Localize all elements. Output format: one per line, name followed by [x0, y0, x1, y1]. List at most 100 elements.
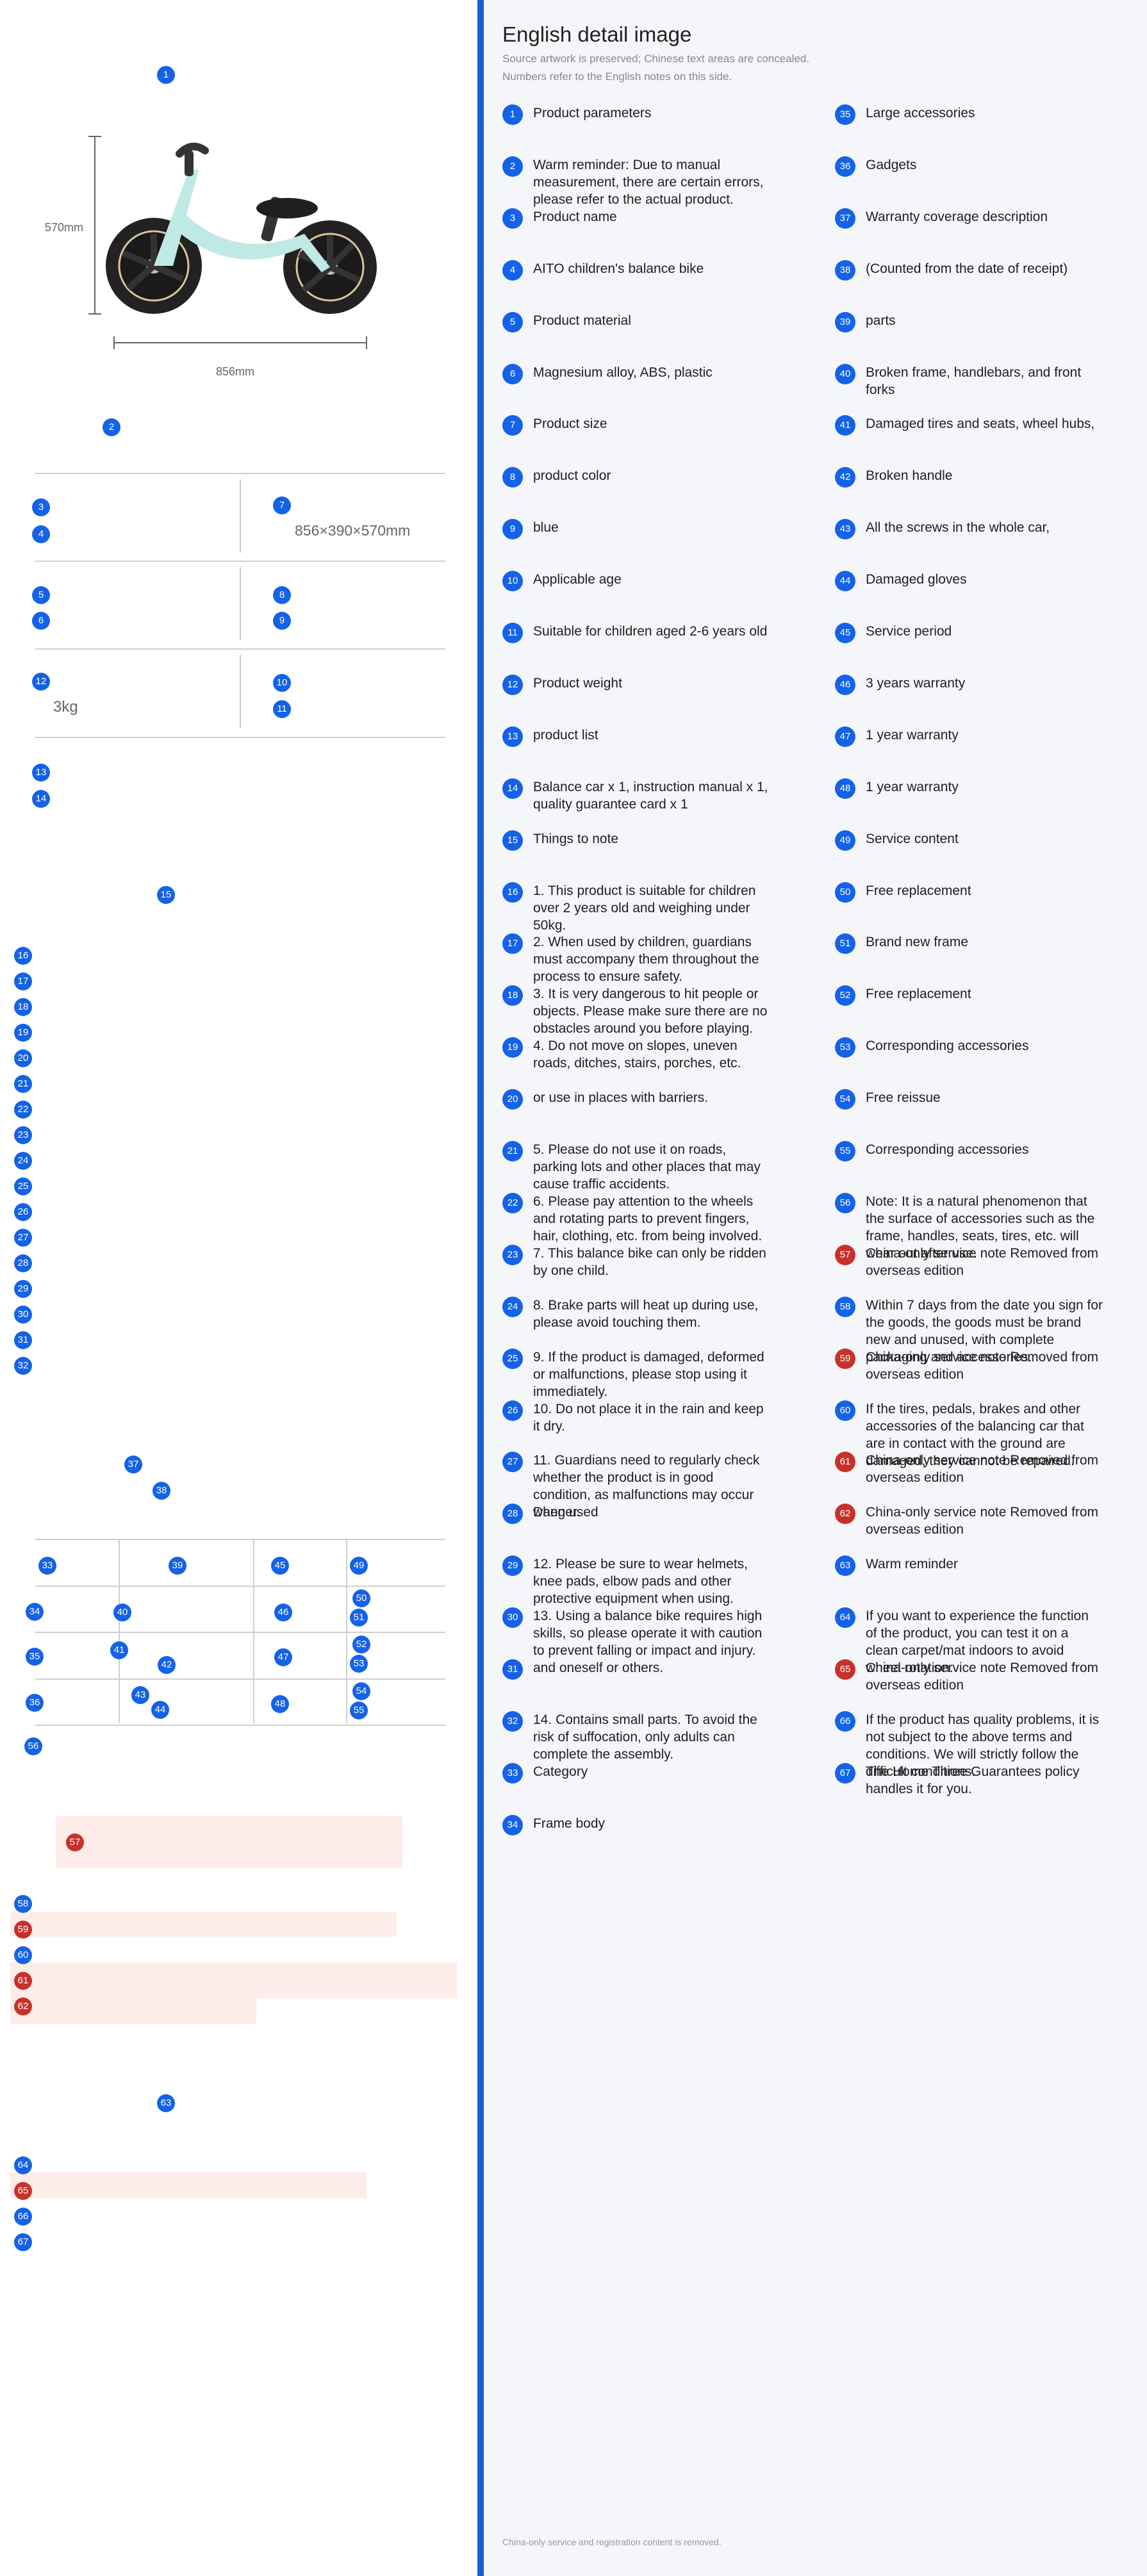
table-line [35, 561, 445, 562]
marker-badge: 16 [14, 947, 32, 965]
note-item: 23 7. This balance bike can only be ridde… [502, 1244, 770, 1279]
note-number-badge: 13 [502, 726, 523, 747]
note-number-badge: 56 [835, 1192, 855, 1213]
note-number-badge: 14 [502, 778, 523, 799]
note-number-badge: 37 [835, 208, 855, 229]
note-text: The Home Three Guarantees policy handles… [866, 1764, 1080, 1796]
note-text: 1 year warranty [866, 779, 959, 794]
note-item: 56 Note: It is a natural phenomenon that … [835, 1192, 1103, 1262]
note-text: Corresponding accessories [866, 1142, 1029, 1157]
note-item: 45 Service period [835, 623, 1103, 643]
note-number-badge: 67 [835, 1762, 855, 1784]
note-number-badge: 64 [835, 1607, 855, 1628]
note-item: 10 Applicable age [502, 571, 770, 592]
table-line [35, 1632, 445, 1633]
note-item: 54 Free reissue [835, 1089, 1103, 1110]
note-text: Applicable age [533, 572, 622, 587]
note-text: 2. When used by children, guardians must… [533, 935, 759, 985]
note-number-badge: 41 [835, 415, 855, 436]
note-item: 57 China-only service note Removed from o… [835, 1244, 1103, 1279]
note-text: Product parameters [533, 106, 652, 120]
note-number-badge: 7 [502, 415, 523, 436]
table-line [240, 567, 241, 641]
note-item: 11 Suitable for children aged 2-6 years o… [502, 623, 770, 643]
marker-badge: 4 [32, 525, 50, 543]
note-item: 41 Damaged tires and seats, wheel hubs, [835, 415, 1103, 436]
note-text: Warranty coverage description [866, 209, 1048, 224]
note-number-badge: 24 [502, 1296, 523, 1317]
note-number-badge: 23 [502, 1244, 523, 1265]
marker-badge: 20 [14, 1049, 32, 1067]
page-subtitle: Source artwork is preserved; Chinese tex… [502, 53, 810, 65]
note-text: Category [533, 1764, 588, 1779]
marker-badge: 55 [350, 1702, 368, 1719]
note-number-badge: 53 [835, 1037, 855, 1058]
marker-badge: 17 [14, 972, 32, 990]
note-text: China-only service note Removed from ove… [866, 1349, 1098, 1382]
note-text: and oneself or others. [533, 1661, 664, 1675]
note-number-badge: 39 [835, 311, 855, 332]
height-dimension-label: 570mm [45, 221, 84, 234]
table-line [346, 1540, 347, 1723]
note-item: 67 The Home Three Guarantees policy handl… [835, 1762, 1103, 1798]
marker-badge: 19 [14, 1024, 32, 1042]
note-number-badge: 61 [835, 1452, 855, 1473]
note-text: 13. Using a balance bike requires high s… [533, 1609, 763, 1659]
note-number-badge: 15 [502, 830, 523, 851]
marker-badge: 11 [273, 700, 291, 718]
note-number-badge: 66 [835, 1710, 855, 1732]
note-number-badge: 29 [502, 1555, 523, 1577]
note-item: 47 1 year warranty [835, 726, 1103, 747]
note-number-badge: 58 [835, 1296, 855, 1317]
note-item: 19 4. Do not move on slopes, uneven roads… [502, 1037, 770, 1072]
marker-badge: 38 [153, 1482, 170, 1500]
note-item: 22 6. Please pay attention to the wheels … [502, 1192, 770, 1245]
marker-badge: 31 [14, 1331, 32, 1349]
note-number-badge: 22 [502, 1192, 523, 1213]
note-text: 14. Contains small parts. To avoid the r… [533, 1712, 757, 1762]
marker-badge: 5 [32, 586, 50, 604]
note-text: Service content [866, 831, 959, 846]
note-number-badge: 57 [835, 1244, 855, 1265]
note-number-badge: 54 [835, 1089, 855, 1110]
note-item: 46 3 years warranty [835, 674, 1103, 695]
marker-badge: 58 [14, 1895, 32, 1913]
note-text: 1 year warranty [866, 727, 959, 742]
note-item: 27 11. Guardians need to regularly check … [502, 1452, 770, 1521]
note-item: 44 Damaged gloves [835, 571, 1103, 592]
marker-badge: 15 [157, 886, 175, 904]
note-number-badge: 27 [502, 1452, 523, 1473]
note-text: If you want to experience the function o… [866, 1609, 1089, 1676]
marker-badge: 41 [110, 1641, 128, 1659]
note-text: 1. This product is suitable for children… [533, 883, 756, 933]
marker-badge: 6 [32, 612, 50, 630]
note-text: blue [533, 520, 559, 536]
marker-badge: 59 [14, 1921, 32, 1939]
marker-badge: 49 [350, 1557, 368, 1575]
marker-badge: 14 [32, 790, 50, 808]
note-number-badge: 5 [502, 311, 523, 332]
note-text: Large accessories [866, 106, 975, 120]
balance-bike-image [88, 136, 377, 349]
note-item: 13 product list [502, 726, 770, 747]
note-text: Warm reminder: Due to manual measurement… [533, 157, 764, 207]
note-text: Things to note [533, 831, 619, 846]
marker-badge: 7 [273, 496, 291, 514]
note-text: Note: It is a natural phenomenon that th… [866, 1194, 1095, 1261]
note-number-badge: 35 [835, 104, 855, 125]
note-number-badge: 51 [835, 933, 855, 955]
note-number-badge: 4 [502, 259, 523, 281]
note-number-badge: 18 [502, 985, 523, 1006]
note-text: 4. Do not move on slopes, uneven roads, … [533, 1038, 741, 1071]
note-item: 48 1 year warranty [835, 778, 1103, 799]
marker-badge: 56 [24, 1737, 42, 1755]
note-item: 7 Product size [502, 415, 770, 436]
marker-badge: 29 [14, 1280, 32, 1298]
note-text: China-only service note Removed from ove… [866, 1661, 1098, 1693]
note-item: 1 Product parameters [502, 104, 770, 125]
note-item: 32 14. Contains small parts. To avoid the… [502, 1710, 770, 1763]
note-item: 12 Product weight [502, 674, 770, 695]
panel-divider [477, 0, 484, 2576]
marker-badge: 35 [26, 1648, 44, 1666]
note-item: 36 Gadgets [835, 156, 1103, 177]
